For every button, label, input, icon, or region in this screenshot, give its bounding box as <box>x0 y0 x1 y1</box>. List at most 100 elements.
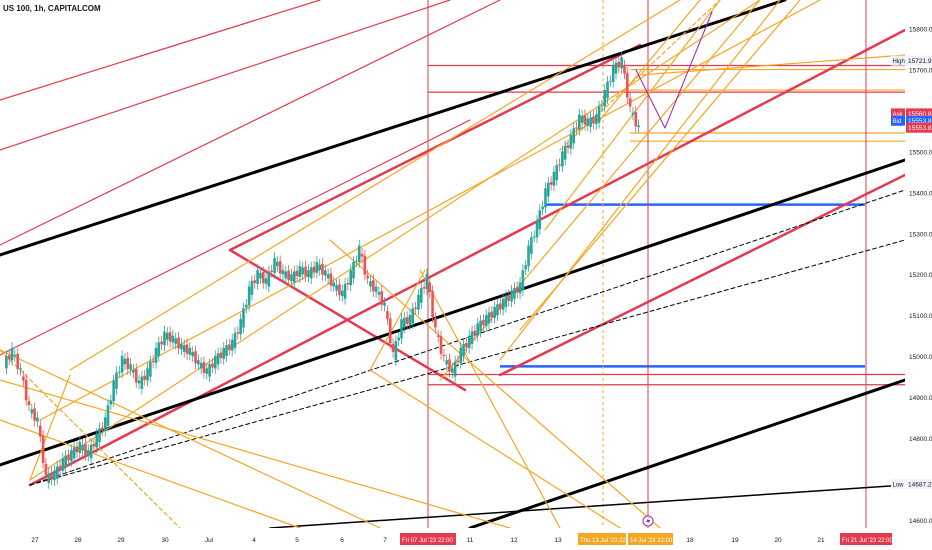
candle-body <box>301 267 305 275</box>
candle-body <box>149 361 152 377</box>
candle-body <box>535 221 539 238</box>
bid-badge-value: 15553.8 <box>908 118 932 125</box>
time-badge-bg <box>578 533 626 545</box>
candle-body <box>318 264 321 271</box>
candle-body <box>566 145 570 148</box>
candle-body <box>349 270 353 286</box>
candle-body <box>434 317 437 328</box>
drawing-line-orange-19 <box>39 0 821 421</box>
candle-body <box>352 261 355 279</box>
bid-badge-label: Bid <box>893 119 902 125</box>
price-tick-label: 15200.0 <box>909 272 932 279</box>
candle-body <box>465 342 468 348</box>
high-badge-value: 15721.9 <box>908 58 932 65</box>
candle-body <box>414 307 417 309</box>
candle-body <box>374 286 378 292</box>
candle-body <box>245 304 248 308</box>
candle-body <box>118 371 121 373</box>
candle-body <box>589 117 592 127</box>
candle-body <box>143 375 146 380</box>
candle-body <box>304 266 307 277</box>
candle-body <box>55 466 59 479</box>
candle-body <box>267 271 271 287</box>
candle-body <box>194 351 197 364</box>
candle-body <box>332 282 336 287</box>
candle-body <box>546 182 550 197</box>
candle-body <box>140 376 144 389</box>
candle-body <box>380 291 384 305</box>
drawing-line-purple-34 <box>664 11 713 129</box>
candle-body <box>284 271 288 279</box>
candle-body <box>103 417 107 432</box>
drawing-line-orange-28 <box>29 374 71 481</box>
candle-body <box>259 272 262 279</box>
candle-body <box>168 332 172 342</box>
drawing-line-black-9 <box>0 158 907 467</box>
candle-body <box>70 450 73 462</box>
price-tick-label: 15500.0 <box>909 149 932 156</box>
candle-body <box>5 356 8 369</box>
time-tick-label: 18 <box>686 537 694 544</box>
drawing-line-black-8 <box>0 0 787 257</box>
candle-body <box>50 472 53 480</box>
candle-body <box>250 281 254 295</box>
candle-body <box>78 442 82 453</box>
drawing-line-orange-20 <box>329 239 661 529</box>
candle-body <box>84 443 87 455</box>
candle-body <box>583 115 587 125</box>
time-axis-bg <box>0 528 932 550</box>
candle-body <box>72 447 76 459</box>
bid-badge-label-bg <box>891 115 905 126</box>
candle-body <box>53 470 56 481</box>
candle-body <box>261 272 265 283</box>
candle-body <box>431 291 434 318</box>
candle-body <box>233 332 237 348</box>
candle-body <box>614 62 618 74</box>
candle-body <box>606 81 609 99</box>
candle-body <box>13 354 17 357</box>
candle-body <box>357 245 361 262</box>
candle-body <box>278 261 282 274</box>
candle-body <box>600 105 604 107</box>
candle-body <box>400 319 403 339</box>
candle-body <box>106 405 110 426</box>
candle-body <box>572 128 575 144</box>
candle-body <box>561 151 564 167</box>
candle-body <box>16 353 19 369</box>
candle-body <box>38 425 42 437</box>
time-tick-label: 7 <box>383 537 387 544</box>
candle-body <box>10 347 14 361</box>
candle-body <box>408 315 412 325</box>
price-tick-label: 14900.0 <box>909 395 932 402</box>
candle-body <box>44 463 48 475</box>
candle-body <box>58 465 62 470</box>
candle-body <box>631 112 635 115</box>
candle-body <box>343 283 347 299</box>
candle-body <box>425 274 429 290</box>
drawing-line-orange-30 <box>639 54 906 76</box>
candle-body <box>287 270 290 281</box>
time-tick-label: 29 <box>117 537 125 544</box>
candle-body <box>324 270 327 276</box>
candle-body <box>493 306 496 318</box>
candle-body <box>456 360 460 363</box>
candle-body <box>538 210 542 230</box>
ask-badge-label: Ask <box>893 112 904 118</box>
bid-badge-value-bg <box>906 115 932 126</box>
drawing-line-orange-23 <box>439 0 761 381</box>
drawing-line-red-6 <box>498 173 907 377</box>
candle-body <box>208 364 211 377</box>
time-badge-bg <box>400 533 456 545</box>
candle-body <box>188 347 192 355</box>
candle-body <box>597 106 601 123</box>
candle-body <box>637 125 640 128</box>
candle-body <box>383 302 386 306</box>
candle-body <box>459 347 463 363</box>
candle-body <box>453 361 457 377</box>
candle-body <box>391 343 395 352</box>
candle-body <box>292 271 296 283</box>
candle-body <box>321 263 324 275</box>
candle-body <box>205 368 209 374</box>
